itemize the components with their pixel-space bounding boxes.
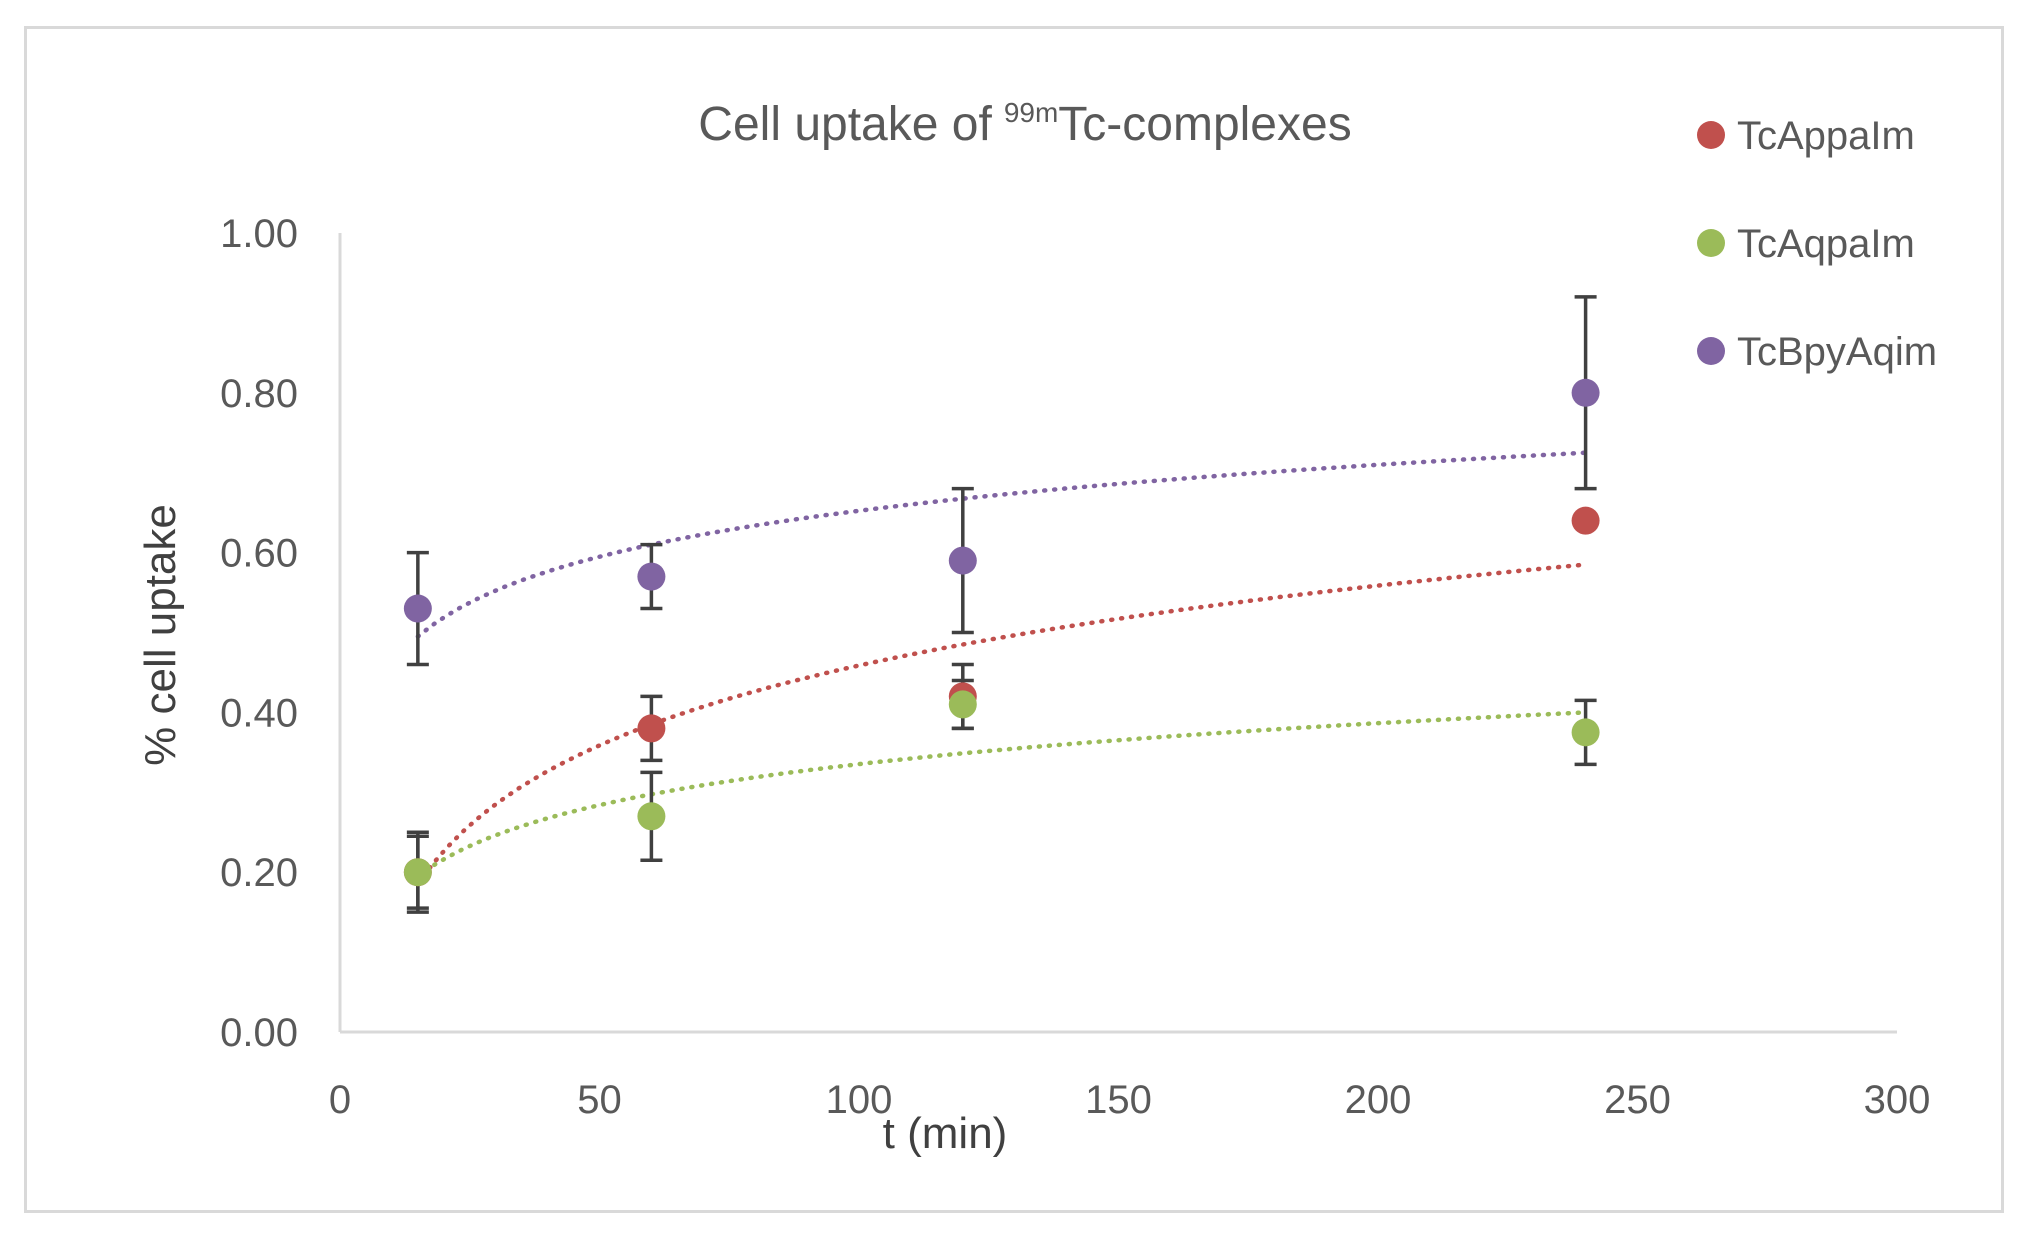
x-tick-label: 250 [1604, 1078, 1671, 1122]
x-tick-label: 50 [577, 1078, 622, 1122]
y-tick-labels: 0.00 0.20 0.40 0.60 0.80 1.00 [220, 212, 298, 1055]
legend-label-tcbpyaqim: TcBpyAqim [1737, 330, 1937, 374]
trendlines [415, 450, 1588, 887]
point-tcbpyaqim [1571, 378, 1600, 407]
point-tcbpyaqim [948, 546, 977, 575]
point-tcbpyaqim [637, 562, 666, 591]
point-tcaqpaim [637, 802, 666, 831]
point-tcappaim [1571, 506, 1600, 535]
legend-marker-tcappaim [1697, 121, 1725, 149]
legend-label-tcaqpaim: TcAqpaIm [1737, 222, 1915, 266]
y-tick-label: 0.20 [220, 851, 298, 895]
point-tcbpyaqim [403, 594, 432, 623]
point-tcappaim [637, 714, 666, 743]
chart-title-main: Cell uptake of [698, 98, 992, 151]
y-tick-label: 0.60 [220, 532, 298, 576]
x-tick-label: 150 [1085, 1078, 1152, 1122]
chart-title-superscript: 99m [1004, 97, 1058, 128]
y-axis-label: % cell uptake [136, 504, 185, 766]
x-tick-label: 0 [329, 1078, 351, 1122]
x-tick-label: 200 [1345, 1078, 1412, 1122]
trendline-tcappaim [415, 562, 1588, 887]
chart-title: Cell uptake of 99mTc-complexes [698, 97, 1351, 151]
legend-marker-tcbpyaqim [1697, 337, 1725, 365]
point-tcaqpaim [403, 858, 432, 887]
legend: TcAppaIm TcAqpaIm TcBpyAqim [1697, 114, 1937, 374]
x-tick-label: 100 [826, 1078, 893, 1122]
legend-item-tcappaim: TcAppaIm [1697, 114, 1915, 158]
trendline-tcaqpaim [415, 710, 1588, 879]
chart-title-suffix: Tc-complexes [1058, 98, 1351, 151]
error-bars [406, 295, 1597, 914]
legend-label-tcappaim: TcAppaIm [1737, 114, 1915, 158]
x-tick-label: 300 [1864, 1078, 1931, 1122]
chart-frame [24, 26, 2004, 1213]
y-tick-label: 0.40 [220, 691, 298, 735]
legend-marker-tcaqpaim [1697, 229, 1725, 257]
data-points [403, 378, 1600, 887]
y-tick-label: 1.00 [220, 212, 298, 256]
x-tick-labels: 0 50 100 150 200 250 300 [329, 1078, 1931, 1122]
point-tcaqpaim [1571, 718, 1600, 747]
trendline-tcbpyaqim [415, 450, 1588, 639]
x-axis-label: t (min) [883, 1109, 1008, 1158]
point-tcaqpaim [948, 690, 977, 719]
legend-item-tcaqpaim: TcAqpaIm [1697, 222, 1915, 266]
y-tick-label: 0.00 [220, 1011, 298, 1055]
y-tick-label: 0.80 [220, 372, 298, 416]
axes [338, 233, 1897, 1034]
legend-item-tcbpyaqim: TcBpyAqim [1697, 330, 1937, 374]
